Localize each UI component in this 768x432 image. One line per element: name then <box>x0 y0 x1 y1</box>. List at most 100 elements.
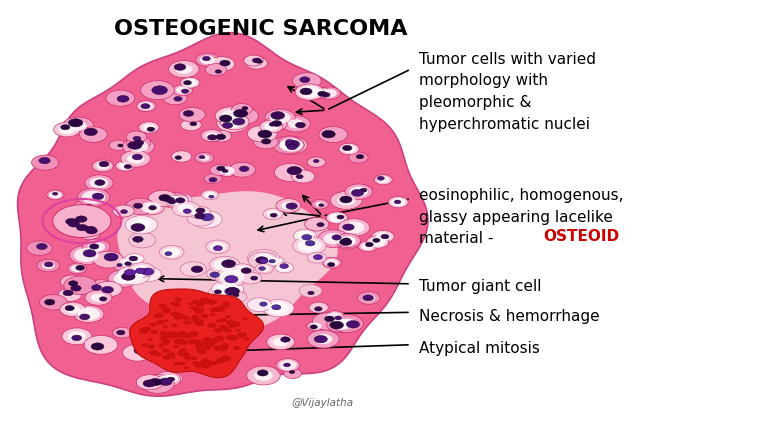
Circle shape <box>273 337 289 346</box>
Circle shape <box>87 280 116 296</box>
Circle shape <box>372 238 380 242</box>
Circle shape <box>279 136 300 148</box>
Circle shape <box>327 312 343 321</box>
Circle shape <box>216 134 226 140</box>
Circle shape <box>261 139 271 144</box>
Circle shape <box>276 199 301 213</box>
Circle shape <box>310 325 317 329</box>
Polygon shape <box>130 289 263 378</box>
Circle shape <box>86 228 98 234</box>
Circle shape <box>177 350 187 356</box>
Circle shape <box>190 317 200 322</box>
Circle shape <box>208 286 230 299</box>
Circle shape <box>310 87 330 98</box>
Circle shape <box>92 193 104 200</box>
Circle shape <box>230 321 240 327</box>
Circle shape <box>279 265 290 271</box>
Text: Tumor giant cell: Tumor giant cell <box>419 279 541 294</box>
Circle shape <box>164 310 170 313</box>
Circle shape <box>214 246 223 251</box>
Circle shape <box>336 233 360 248</box>
Circle shape <box>143 327 151 332</box>
Circle shape <box>161 349 170 353</box>
Circle shape <box>236 329 241 332</box>
Circle shape <box>54 122 80 137</box>
Circle shape <box>270 213 277 217</box>
Circle shape <box>263 118 287 131</box>
Circle shape <box>349 187 368 197</box>
Circle shape <box>339 238 352 245</box>
Circle shape <box>217 358 226 363</box>
Circle shape <box>343 145 356 153</box>
Circle shape <box>71 285 81 291</box>
Circle shape <box>302 235 312 240</box>
Circle shape <box>133 265 151 275</box>
Circle shape <box>88 242 105 252</box>
Circle shape <box>200 55 215 64</box>
Circle shape <box>220 110 241 121</box>
Circle shape <box>125 198 155 215</box>
Circle shape <box>192 300 199 304</box>
Circle shape <box>199 320 204 322</box>
Circle shape <box>81 228 97 238</box>
Circle shape <box>307 252 326 263</box>
Circle shape <box>275 263 293 273</box>
Circle shape <box>340 237 356 246</box>
Circle shape <box>174 345 179 348</box>
Circle shape <box>192 208 208 217</box>
Circle shape <box>313 159 319 162</box>
Circle shape <box>62 328 92 345</box>
Circle shape <box>212 280 243 298</box>
Circle shape <box>121 150 151 167</box>
Circle shape <box>332 235 341 240</box>
Text: Tumor cells with varied
morphology with
pleomorphic &
hyperchromatic nuclei: Tumor cells with varied morphology with … <box>419 52 595 132</box>
Circle shape <box>149 378 162 386</box>
Circle shape <box>254 370 273 381</box>
Circle shape <box>128 255 141 263</box>
Circle shape <box>268 302 289 314</box>
Circle shape <box>224 328 232 333</box>
Circle shape <box>220 60 230 66</box>
Circle shape <box>313 255 323 260</box>
Circle shape <box>215 267 249 286</box>
Circle shape <box>197 349 204 353</box>
Circle shape <box>117 257 134 267</box>
Circle shape <box>256 257 268 264</box>
Circle shape <box>366 242 373 247</box>
Circle shape <box>174 362 180 365</box>
Circle shape <box>287 144 297 150</box>
Circle shape <box>199 156 205 159</box>
Circle shape <box>391 198 406 206</box>
Circle shape <box>109 140 127 150</box>
Circle shape <box>159 375 175 384</box>
Circle shape <box>300 88 312 95</box>
Text: Necrosis & hemorrhage: Necrosis & hemorrhage <box>419 309 599 324</box>
Circle shape <box>196 208 205 213</box>
Circle shape <box>338 219 369 236</box>
Circle shape <box>196 345 205 350</box>
Circle shape <box>117 264 122 267</box>
Circle shape <box>123 137 154 156</box>
Circle shape <box>80 127 108 142</box>
Circle shape <box>247 366 280 385</box>
Circle shape <box>64 276 97 295</box>
Circle shape <box>106 90 134 106</box>
Circle shape <box>189 335 194 338</box>
Circle shape <box>204 341 210 345</box>
Circle shape <box>156 320 164 325</box>
Circle shape <box>74 248 98 262</box>
Circle shape <box>131 219 151 230</box>
Circle shape <box>240 272 262 284</box>
Circle shape <box>250 276 258 280</box>
Circle shape <box>174 314 183 320</box>
Circle shape <box>345 184 372 200</box>
Circle shape <box>194 308 204 314</box>
Circle shape <box>93 251 124 268</box>
Circle shape <box>163 91 187 105</box>
Circle shape <box>195 302 204 307</box>
Circle shape <box>280 264 289 269</box>
Circle shape <box>189 206 211 219</box>
Circle shape <box>94 281 122 297</box>
Circle shape <box>200 314 208 318</box>
Circle shape <box>346 321 359 328</box>
